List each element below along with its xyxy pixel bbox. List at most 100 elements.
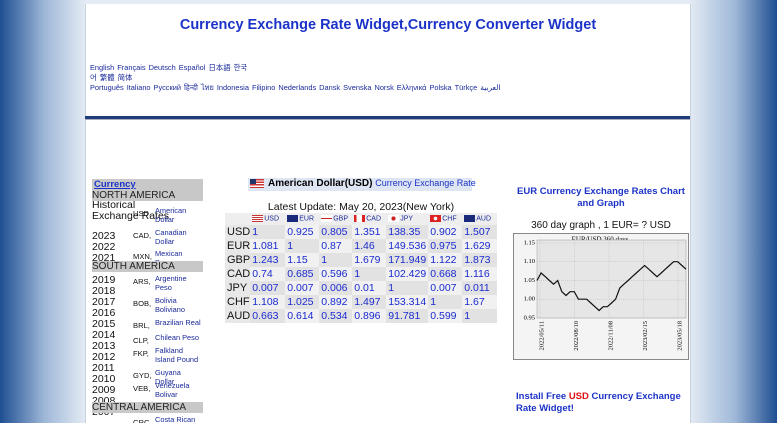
plot-area [536,239,687,319]
rate-cell: 0.902 [428,225,463,239]
rate-cell: 0.01 [352,281,387,295]
column-header: USD [250,213,286,225]
year-link: 2009 [92,384,116,396]
language-link[interactable]: Português [90,83,124,92]
currency-code: ARS, [133,277,151,286]
rate-cell: 0.892 [319,295,353,309]
currency-link[interactable]: Currency [94,179,136,190]
year-link: 2010 [92,373,116,385]
rate-cell: 0.975 [428,239,463,253]
rate-cell: 0.663 [250,309,286,323]
language-link[interactable]: 한국어 [90,63,248,82]
rate-cell: 1.15 [285,253,320,267]
rates-table: USD EUR GBP CAD JPY CHF AUD USD 1 0.925 0.805 1.35… [225,213,498,323]
rate-cell: 1 [462,309,498,323]
currency-code: BRL, [133,321,150,330]
rate-cell: 0.805 [319,225,353,239]
language-link[interactable]: Türkçe [454,83,478,92]
currency-name[interactable]: Argentine Peso [155,274,187,292]
column-header: JPY [386,213,429,225]
chart-title: EUR/USD 360 days [572,236,629,244]
year-link: 2014 [92,329,116,341]
language-link[interactable]: 日本語 [208,63,231,72]
row-label: AUD [225,309,251,323]
currency-name[interactable]: Bolivia Boliviano [155,296,185,314]
rate-cell: 153.314 [386,295,429,309]
language-link[interactable]: 繁體 [99,73,115,82]
rate-row: CAD 0.74 0.685 0.596 1 102.429 0.668 1.116 [225,267,498,281]
row-label: JPY [225,281,251,295]
rate-cell: 0.599 [428,309,463,323]
rate-chart: EUR/USD 360 days 0.95 1.00 1.05 1.10 1.15 202… [513,233,689,360]
currency-name[interactable]: Canadian Dollar [155,228,187,246]
language-link[interactable]: Español [178,63,206,72]
year-link: 2008 [92,395,116,407]
currency-code: CLP, [133,336,149,345]
column-code: CAD [366,215,382,223]
x-tick-label: 2023/02/15 [642,321,649,351]
year-link: 2023 [92,230,116,242]
currency-code: BOB, [133,299,152,308]
rate-cell: 1 [319,253,353,267]
widget-subtitle: 360 day graph , 1 EUR= ? USD [531,220,671,231]
row-label: EUR [225,239,251,253]
language-link[interactable]: Norsk [374,83,394,92]
rate-cell: 0.685 [285,267,320,281]
column-code: EUR [299,215,315,223]
year-link: 2012 [92,351,116,363]
currency-name[interactable]: Falkland Island Pound [155,346,199,364]
language-link[interactable]: हिन्दी [183,83,198,92]
year-link: 2019 [92,274,116,286]
update-text: Latest Update: May 20, 2023(New York) [267,201,455,213]
x-tick-label: 2022/11/08 [607,321,614,350]
language-link[interactable]: Deutsch [148,63,176,72]
rates-heading: American Dollar(USD) Currency Exchange R… [268,178,476,189]
currency-name[interactable]: Guyana Dollar [155,368,181,386]
language-link[interactable]: Indonesia [216,83,249,92]
rate-cell: 149.536 [386,239,429,253]
rate-cell: 1.108 [250,295,286,309]
language-link[interactable]: Ελληνικά [396,83,427,92]
rate-cell: 102.429 [386,267,429,281]
rate-row: GBP 1.243 1.15 1 1.679 171.949 1.122 1.873 [225,253,498,267]
site-title[interactable]: Currency Exchange Rate Widget,Currency C… [179,17,597,33]
currency-name[interactable]: Venezuela Bolivar [155,381,190,399]
currency-code: USD, [133,209,152,218]
rate-cell: 0.896 [352,309,387,323]
rate-cell: 138.35 [386,225,429,239]
rate-cell: 1.679 [352,253,387,267]
language-link[interactable]: العربية [480,83,501,92]
language-link[interactable]: Nederlands [278,83,317,92]
language-link[interactable]: Polska [429,83,452,92]
install-link[interactable]: Install Free USD Currency Exchange Rate … [516,391,692,415]
rate-cell: 1 [428,295,463,309]
rate-cell: 1.629 [462,239,498,253]
column-code: GBP [333,215,349,223]
currency-name[interactable]: Chilean Peso [155,333,199,342]
widget-title: EUR Currency Exchange Rates Chart and Gr… [517,186,685,209]
language-link[interactable]: Svenska [343,83,372,92]
language-link[interactable]: English [90,63,115,72]
y-tick-label: 1.00 [524,296,535,303]
language-link[interactable]: ไทย [200,83,214,92]
flag [464,215,476,223]
rate-cell: 1 [352,267,387,281]
header-rule [85,116,690,120]
language-link[interactable]: Filipino [251,83,276,92]
rate-cell: 0.596 [319,267,353,281]
language-link[interactable]: 简体 [117,73,133,82]
rate-cell: 1.351 [352,225,387,239]
currency-name[interactable]: American Dollar [155,206,187,224]
language-link[interactable]: Русский [153,83,181,92]
heading-link[interactable]: Currency Exchange Rate [375,178,476,188]
flag [354,215,366,223]
language-list: English Français Deutsch Español 日本語 한국어 繁體 简体P… [90,63,500,93]
year-link: 2013 [92,340,116,352]
rate-cell: 0.668 [428,267,463,281]
language-link[interactable]: Italiano [126,83,151,92]
language-link[interactable]: Français [117,63,146,72]
currency-name[interactable]: Brazilian Real [155,318,201,327]
currency-name[interactable]: Costa Rican [155,415,196,423]
language-link[interactable]: Dansk [319,83,341,92]
